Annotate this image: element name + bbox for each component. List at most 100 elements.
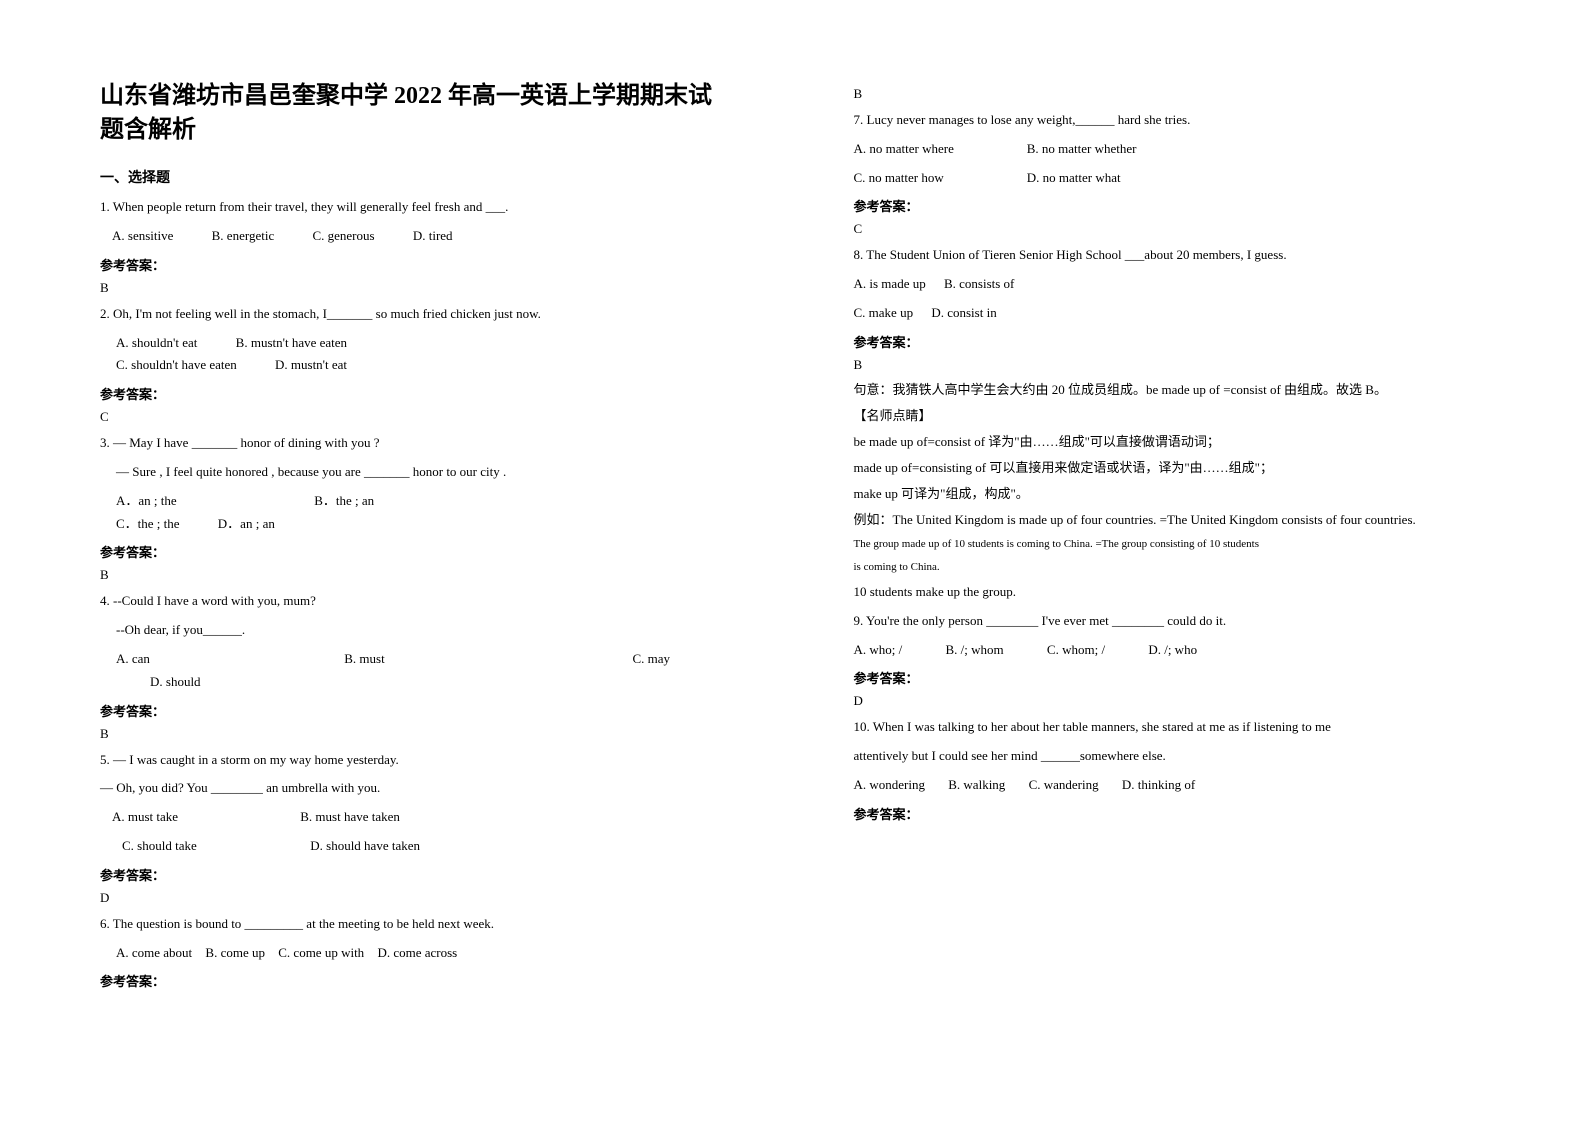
answer-label: 参考答案： [100, 865, 734, 884]
answer-label: 参考答案： [854, 668, 1488, 687]
question-7-answer: C [854, 221, 1488, 237]
option: D. should have taken [310, 836, 420, 857]
explanation-line: 例如：The United Kingdom is made up of four… [854, 509, 1488, 531]
answer-label: 参考答案： [854, 332, 1488, 351]
option: C．the ; the [116, 514, 180, 535]
explanation-line: be made up of=consist of 译为"由……组成"可以直接做谓… [854, 431, 1488, 453]
question-4-options-row2: D. should [150, 672, 734, 693]
option: B. must have taken [300, 807, 400, 828]
option: D. mustn't eat [275, 355, 347, 376]
explanation-line: The group made up of 10 students is comi… [854, 535, 1488, 554]
question-9-options: A. who; / B. /; whom C. whom; / D. /; wh… [854, 640, 1488, 661]
question-8-text: 8. The Student Union of Tieren Senior Hi… [854, 245, 1488, 266]
option: C. may [633, 649, 671, 670]
explanation-line: is coming to China. [854, 558, 1488, 577]
question-10-text: 10. When I was talking to her about her … [854, 717, 1488, 738]
question-2-answer: C [100, 409, 734, 425]
explanation-line: made up of=consisting of 可以直接用来做定语或状语，译为… [854, 457, 1488, 479]
left-column: 山东省潍坊市昌邑奎聚中学 2022 年高一英语上学期期末试题含解析 一、选择题 … [0, 0, 794, 1122]
option: B．the ; an [314, 491, 374, 512]
option: D. no matter what [1027, 170, 1121, 185]
question-3-text: 3. — May I have _______ honor of dining … [100, 433, 734, 454]
question-7-options-row2: C. no matter how D. no matter what [854, 168, 1488, 189]
answer-label: 参考答案： [854, 804, 1488, 823]
option: C. wandering [1029, 775, 1099, 796]
question-5-extra: — Oh, you did? You ________ an umbrella … [100, 778, 734, 799]
option: D．an ; an [218, 514, 275, 535]
question-3-options-row1: A．an ; the B．the ; an [116, 491, 734, 512]
question-10-options: A. wondering B. walking C. wandering D. … [854, 775, 1488, 796]
question-4-text: 4. --Could I have a word with you, mum? [100, 591, 734, 612]
option: C. make up [854, 303, 914, 324]
question-9-answer: D [854, 693, 1488, 709]
question-3-answer: B [100, 567, 734, 583]
option: B. /; whom [946, 640, 1004, 661]
option: A. come about [116, 943, 192, 964]
right-column: B 7. Lucy never manages to lose any weig… [794, 0, 1587, 1122]
answer-label: 参考答案： [100, 542, 734, 561]
option: C. generous [312, 226, 374, 247]
question-3-extra: — Sure , I feel quite honored , because … [116, 462, 734, 483]
question-2-text: 2. Oh, I'm not feeling well in the stoma… [100, 304, 734, 325]
explanation-line: make up 可译为"组成，构成"。 [854, 483, 1488, 505]
option: A. no matter where [854, 139, 1024, 160]
question-5-text: 5. — I was caught in a storm on my way h… [100, 750, 734, 771]
question-4-extra: --Oh dear, if you______. [116, 620, 734, 641]
question-6-options: A. come about B. come up C. come up with… [116, 943, 734, 964]
option: A. must take [112, 807, 262, 828]
answer-label: 参考答案： [100, 701, 734, 720]
option: C. no matter how [854, 168, 1024, 189]
question-1-answer: B [100, 280, 734, 296]
option: B. energetic [212, 226, 275, 247]
answer-label: 参考答案： [100, 971, 734, 990]
option: C. whom; / [1047, 640, 1105, 661]
option: A. wondering [854, 775, 926, 796]
option: D. come across [377, 943, 457, 964]
option: B. no matter whether [1027, 141, 1137, 156]
option: B. must [344, 649, 594, 670]
question-9-text: 9. You're the only person ________ I've … [854, 611, 1488, 632]
option: C. should take [122, 836, 272, 857]
question-6-text: 6. The question is bound to _________ at… [100, 914, 734, 935]
question-8-options-row1: A. is made up B. consists of [854, 274, 1488, 295]
question-7-text: 7. Lucy never manages to lose any weight… [854, 110, 1488, 131]
option: D. /; who [1148, 642, 1197, 657]
explanation-line: 10 students make up the group. [854, 581, 1488, 603]
option: C. come up with [278, 943, 364, 964]
option: B. come up [205, 943, 265, 964]
option: A. is made up [854, 274, 926, 295]
option: A. sensitive [112, 226, 173, 247]
option: B. walking [948, 775, 1005, 796]
question-2-options-row2: C. shouldn't have eaten D. mustn't eat [116, 355, 734, 376]
option: B. consists of [944, 276, 1014, 291]
question-2-options-row1: A. shouldn't eat B. mustn't have eaten [116, 333, 734, 354]
question-5-options-row2: C. should take D. should have taken [112, 836, 734, 857]
question-1-options: A. sensitive B. energetic C. generous D.… [112, 226, 734, 247]
option: A. shouldn't eat [116, 333, 197, 354]
option: D. tired [413, 226, 453, 247]
question-4-options-row1: A. can B. must C. may [116, 649, 734, 670]
option: A. can [116, 649, 306, 670]
option: D. should [150, 672, 201, 693]
question-8-answer: B [854, 357, 1488, 373]
answer-label: 参考答案： [854, 196, 1488, 215]
question-6-answer: B [854, 86, 1488, 102]
answer-label: 参考答案： [100, 384, 734, 403]
document-title: 山东省潍坊市昌邑奎聚中学 2022 年高一英语上学期期末试题含解析 [100, 80, 734, 147]
explanation-line: 【名师点睛】 [854, 405, 1488, 427]
option: D. consist in [931, 305, 996, 320]
option: A．an ; the [116, 491, 276, 512]
question-1-text: 1. When people return from their travel,… [100, 197, 734, 218]
question-3-options-row2: C．the ; the D．an ; an [116, 514, 734, 535]
question-4-answer: B [100, 726, 734, 742]
option: D. thinking of [1122, 777, 1195, 792]
answer-label: 参考答案： [100, 255, 734, 274]
explanation-line: 句意：我猜铁人高中学生会大约由 20 位成员组成。be made up of =… [854, 379, 1488, 401]
section-header: 一、选择题 [100, 167, 734, 187]
question-7-options-row1: A. no matter where B. no matter whether [854, 139, 1488, 160]
option: B. mustn't have eaten [236, 333, 347, 354]
question-8-options-row2: C. make up D. consist in [854, 303, 1488, 324]
option: C. shouldn't have eaten [116, 355, 237, 376]
page: 山东省潍坊市昌邑奎聚中学 2022 年高一英语上学期期末试题含解析 一、选择题 … [0, 0, 1587, 1122]
question-5-options-row1: A. must take B. must have taken [112, 807, 734, 828]
